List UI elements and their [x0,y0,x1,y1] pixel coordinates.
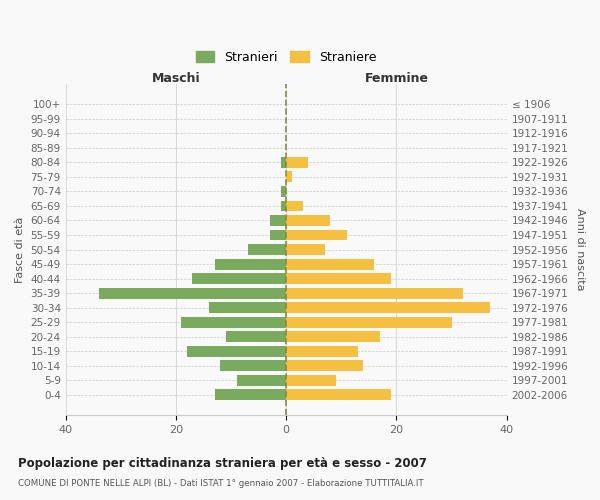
Bar [286,273,391,284]
Bar [236,375,286,386]
Bar [286,316,452,328]
Bar [187,346,286,356]
Bar [99,288,286,298]
Y-axis label: Anni di nascita: Anni di nascita [575,208,585,291]
Text: COMUNE DI PONTE NELLE ALPI (BL) - Dati ISTAT 1° gennaio 2007 - Elaborazione TUTT: COMUNE DI PONTE NELLE ALPI (BL) - Dati I… [18,479,424,488]
Text: Maschi: Maschi [152,72,200,86]
Legend: Stranieri, Straniere: Stranieri, Straniere [192,47,380,68]
Bar [286,258,374,270]
Bar [286,331,380,342]
Bar [286,172,292,182]
Bar [286,288,463,298]
Bar [269,230,286,240]
Text: Femmine: Femmine [364,72,428,86]
Bar [281,200,286,211]
Bar [281,186,286,197]
Bar [286,157,308,168]
Bar [248,244,286,255]
Bar [209,302,286,313]
Bar [286,390,391,400]
Bar [281,157,286,168]
Bar [286,375,336,386]
Bar [220,360,286,371]
Bar [215,258,286,270]
Bar [181,316,286,328]
Bar [226,331,286,342]
Bar [286,230,347,240]
Bar [286,302,490,313]
Bar [286,244,325,255]
Bar [286,360,364,371]
Bar [286,346,358,356]
Y-axis label: Fasce di età: Fasce di età [15,216,25,282]
Bar [286,215,331,226]
Bar [269,215,286,226]
Bar [286,200,303,211]
Text: Popolazione per cittadinanza straniera per età e sesso - 2007: Popolazione per cittadinanza straniera p… [18,458,427,470]
Bar [215,390,286,400]
Bar [193,273,286,284]
